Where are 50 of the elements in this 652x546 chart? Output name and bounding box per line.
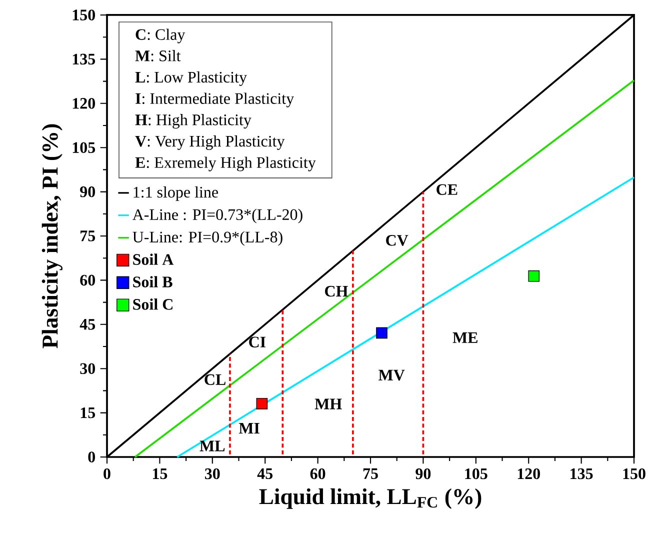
annotation: ML [200, 440, 225, 452]
annotation: V: Very High Plasticity [135, 135, 285, 150]
legend-label: A-Line : PI=0.73*(LL-20) [132, 208, 302, 224]
y-tick-label: 120 [72, 98, 96, 109]
x-tick-label: 150 [623, 468, 646, 480]
annotation: MI [238, 423, 260, 434]
x-tick-label: 15 [152, 468, 168, 480]
x-tick-label: 75 [363, 468, 378, 479]
annotation: L: Low Plasticity [135, 71, 247, 86]
legend-label: U-Line: PI=0.9*(LL-8) [132, 231, 282, 246]
annotation: E: Exremely High Plasticity [135, 156, 316, 172]
x-tick-label: 120 [518, 468, 540, 480]
y-tick-label: 45 [80, 319, 96, 330]
y-axis-title: Plasticity index, PI (%) [42, 124, 62, 348]
annotation: CL [204, 374, 226, 386]
legend-label: Soil A [133, 254, 174, 265]
annotation: CV [386, 234, 408, 246]
annotation: MH [314, 398, 342, 410]
x-tick-label: 30 [205, 468, 220, 480]
x-tick-label: 45 [257, 468, 273, 480]
x-tick-label: 90 [416, 468, 431, 480]
y-tick-label: 15 [80, 407, 96, 418]
annotation: I: Intermediate Plasticity [136, 92, 294, 108]
legend-label: Soil C [133, 298, 172, 310]
y-tick-label: 150 [72, 10, 96, 20]
y-tick-label: 105 [72, 142, 96, 153]
y-tick-label: 30 [80, 363, 96, 374]
y-tick-label: 75 [80, 230, 96, 242]
point [256, 398, 268, 410]
x-tick-label: 0 [104, 468, 110, 480]
y-tick-label: 135 [72, 54, 96, 65]
annotation: ME [452, 332, 478, 343]
point [528, 270, 540, 282]
x-tick-label: 60 [310, 468, 326, 480]
point [376, 327, 388, 339]
annotation: H: High Plasticity [135, 114, 252, 129]
annotation: MV [378, 370, 405, 381]
legend-label: Soil B [133, 276, 172, 288]
y-tick-label: 60 [80, 274, 96, 286]
y-tick-label: 90 [80, 186, 96, 198]
y-tick-label: 0 [88, 452, 96, 462]
annotation: CI [249, 336, 266, 348]
x-tick-label: 135 [570, 468, 593, 480]
annotation: M: Silt [135, 50, 181, 62]
legend-label: 1:1 slope line [134, 186, 218, 201]
x-axis-title: Liquid limit, LL$_{FC}$ (%) [259, 488, 482, 509]
annotation: CE [436, 184, 458, 195]
annotation: C: Clay [136, 28, 186, 44]
annotation: CH [325, 286, 348, 297]
x-tick-label: 105 [465, 468, 488, 480]
